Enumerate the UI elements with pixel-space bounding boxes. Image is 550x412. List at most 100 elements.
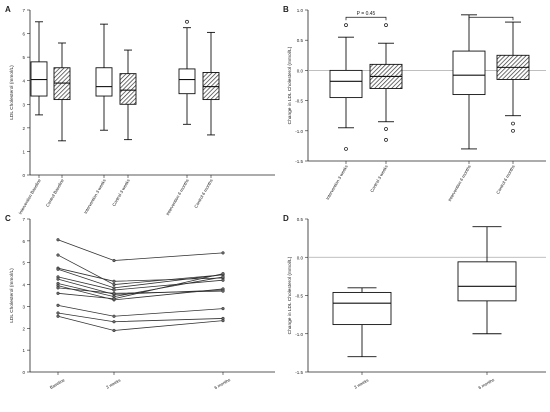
panel-c-point	[56, 314, 60, 318]
panel-d-y-tick-label: -0.5	[295, 294, 303, 299]
panel-b-outlier	[384, 127, 388, 131]
panel-c-point	[112, 314, 116, 318]
panel-b-outlier	[344, 23, 348, 27]
panel-d-y-tick-label: 0.5	[297, 217, 304, 222]
panel-a-x-tick-label: Control 6 months	[193, 178, 214, 209]
panel-c-point	[221, 307, 225, 311]
panel-a-y-tick-label: 6	[22, 32, 25, 37]
panel-a-outlier	[185, 19, 189, 24]
panel-c-point	[56, 238, 60, 242]
panel-b-x-tick-label: Control 6 months	[495, 164, 516, 195]
panel-c-x-tick-label: 6 months	[213, 377, 231, 390]
panel-d-box-2	[457, 226, 517, 335]
panel-a-y-tick-label: 2	[22, 126, 25, 131]
panel-a-box-iqr	[178, 68, 196, 95]
panel-c-y-tick-label: 5	[22, 261, 25, 266]
panel-b-box-3	[452, 14, 486, 150]
panel-c-point	[112, 288, 116, 292]
panel-a-box-iqr	[202, 72, 220, 101]
panel-c-point	[56, 303, 60, 307]
panel-c-y-tick-label: 1	[22, 348, 25, 353]
panel-c-point	[221, 319, 225, 323]
panel-b-y-tick-label: 1.0	[297, 8, 304, 13]
panel-c-point	[112, 258, 116, 263]
panel-b-x-tick-label: Control 3 weeks	[369, 164, 389, 193]
panel-c-y-tick-label: 7	[22, 217, 25, 222]
panel-c-point	[56, 253, 60, 257]
panel-a-y-tick-label: 7	[22, 8, 25, 13]
panel-b-p-value-annotation: P = 0.45	[357, 11, 376, 17]
panel-c-x-tick-label: Baseline	[49, 377, 66, 390]
panel-b-y-tick-label: 0.0	[297, 68, 304, 73]
panel-label-d: D	[283, 214, 289, 223]
panel-c-point	[112, 282, 116, 287]
panel-b-bracket-3-weeks	[345, 16, 387, 21]
panel-c-point	[56, 291, 60, 295]
panel-c-subject-line	[57, 239, 224, 261]
panel-d-box-1	[332, 287, 392, 358]
panel-c-point	[56, 311, 60, 315]
panel-b-y-tick-label: 0.5	[297, 38, 304, 43]
panel-a-box-1	[30, 21, 48, 116]
panel-c-y-tick-label: 0	[22, 370, 25, 375]
panel-a-box-iqr	[53, 67, 71, 101]
panel-b-box-iqr	[452, 50, 486, 96]
panel-b-outlier	[511, 128, 515, 133]
panel-c-point	[221, 251, 225, 255]
panel-d-box-iqr	[332, 291, 392, 326]
panel-c-y-tick-label: 4	[22, 283, 25, 288]
panel-b-box-2	[369, 23, 403, 142]
panel-c-point	[112, 291, 116, 295]
panel-c-subject-line	[57, 315, 224, 331]
panel-b-y-axis-label: Change in LDL Cholesterol (mmol/L)	[287, 46, 293, 124]
panel-a-box-5	[178, 19, 196, 125]
panel-b-outlier	[344, 147, 348, 151]
panel-b-outlier	[384, 138, 388, 142]
panel-b-box-iqr	[329, 69, 363, 99]
panel-c-point	[112, 279, 116, 283]
panel-a-box-iqr	[119, 73, 137, 105]
panel-b-x-tick-label: Intervention 3 weeks	[325, 164, 349, 201]
panel-a-x-tick-label: Intervention Baseline	[17, 177, 42, 215]
panel-a-box-iqr	[95, 67, 113, 97]
panel-d-y-axis-label: Change in LDL Cholesterol (mmol/L)	[287, 256, 293, 334]
panel-d-y-tick-label: -1.5	[295, 370, 303, 375]
panel-c-y-tick-label: 6	[22, 239, 25, 244]
panel-label-b: B	[283, 5, 289, 14]
panel-c-point	[221, 278, 225, 282]
panel-b-bracket-6-months	[468, 16, 514, 21]
panel-a-x-tick-label: Intervention 3 weeks	[83, 178, 107, 215]
panel-label-c: C	[5, 214, 11, 223]
panel-b-y-tick-label: -1.0	[295, 129, 303, 134]
panel-a-box-3	[95, 23, 113, 131]
panel-c-point	[221, 272, 225, 276]
panel-a-y-axis-label: LDL Cholesterol (mmol/L)	[9, 65, 15, 120]
panel-b-outlier	[511, 121, 515, 126]
panel-a-x-tick-label: Control 3 weeks	[111, 178, 131, 207]
panel-a-y-tick-label: 0	[22, 173, 25, 178]
panel-c-point	[56, 277, 60, 281]
panel-label-a: A	[5, 5, 11, 14]
panel-c-point	[112, 297, 116, 301]
panel-b-box-1	[329, 23, 363, 151]
panel-d-y-tick-label: -1.0	[295, 332, 303, 337]
panel-a-y-tick-label: 3	[22, 102, 25, 107]
panel-b-y-tick-label: -0.5	[295, 99, 303, 104]
panel-c-y-axis-label: LDL Cholesterol (mmol/L)	[9, 268, 15, 323]
panel-a-box-6	[202, 31, 220, 136]
panel-c-subject-line	[57, 304, 224, 317]
panel-a-y-tick-label: 5	[22, 55, 25, 60]
panel-a-y-tick-label: 1	[22, 149, 25, 154]
panel-a-x-tick-label: Intervention 6 months	[165, 178, 190, 216]
panel-a-box-iqr	[30, 61, 48, 97]
panel-a-box-2	[53, 42, 71, 142]
panel-c-point	[56, 286, 60, 290]
panel-c-point	[56, 267, 60, 271]
panel-b-outlier	[384, 23, 388, 27]
panel-a-y-tick-label: 4	[22, 79, 25, 84]
panel-c-point	[221, 275, 225, 279]
panel-d-x-tick-label: 6 months	[477, 377, 495, 390]
panel-b-box-4	[496, 21, 530, 133]
